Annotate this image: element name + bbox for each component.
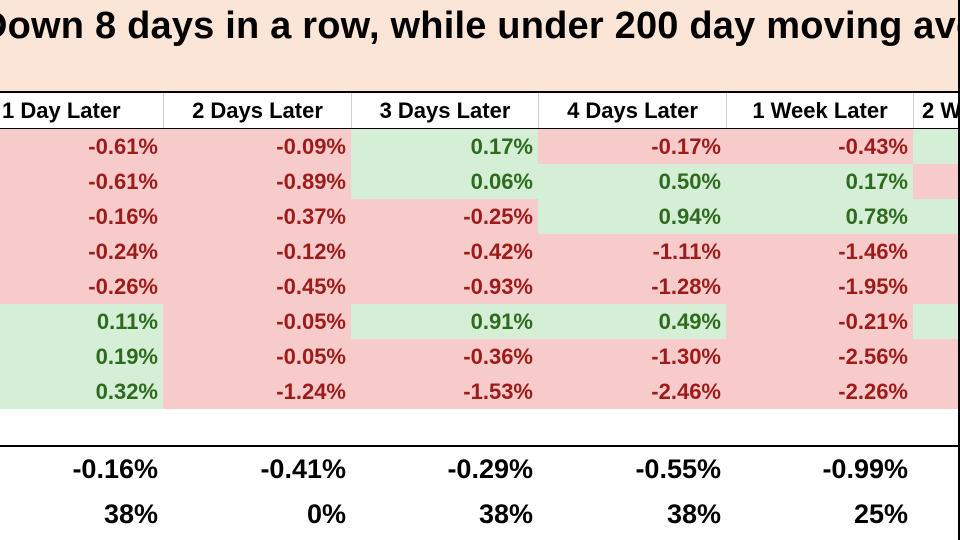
table-cell[interactable]: -1.95% bbox=[726, 269, 913, 304]
table-cell[interactable]: -0.61% bbox=[0, 164, 163, 199]
header-4-days-later[interactable]: 4 Days Later bbox=[538, 93, 726, 128]
summary-percent-cell[interactable]: 25% bbox=[853, 499, 908, 529]
table-cell[interactable]: 0.78% bbox=[726, 199, 913, 234]
right-border bbox=[958, 0, 960, 540]
table-cell-clipped[interactable] bbox=[913, 164, 960, 199]
table-row: 0.32% -1.24% -1.53% -2.46% -2.26% bbox=[0, 374, 960, 409]
header-2-weeks-later[interactable]: 2 Weeks Later bbox=[913, 93, 960, 128]
table-cell[interactable]: 0.11% bbox=[0, 304, 163, 339]
table-cell[interactable]: -0.42% bbox=[351, 234, 538, 269]
table-cell[interactable]: -0.25% bbox=[351, 199, 538, 234]
table-row: -0.24% -0.12% -0.42% -1.11% -1.46% bbox=[0, 234, 960, 269]
summary-average-cell[interactable]: -0.16% bbox=[72, 454, 158, 484]
table-cell[interactable]: -0.37% bbox=[163, 199, 351, 234]
header-3-days-later[interactable]: 3 Days Later bbox=[351, 93, 538, 128]
table-cell[interactable]: -0.24% bbox=[0, 234, 163, 269]
data-table-body: -0.61% -0.09% 0.17% -0.17% -0.43% -0.61% -0.89… bbox=[0, 129, 960, 409]
table-cell[interactable]: 0.94% bbox=[538, 199, 726, 234]
table-cell[interactable]: -0.09% bbox=[163, 129, 351, 164]
table-cell[interactable]: -0.61% bbox=[0, 129, 163, 164]
table-cell-clipped[interactable] bbox=[913, 374, 960, 409]
table-row: -0.61% -0.09% 0.17% -0.17% -0.43% bbox=[0, 129, 960, 164]
column-header-row: 1 Day Later 2 Days Later 3 Days Later 4 … bbox=[0, 93, 960, 129]
table-cell-clipped[interactable] bbox=[913, 339, 960, 374]
page-title: Down 8 days in a row, while under 200 da… bbox=[0, 5, 960, 47]
summary-percent-cell[interactable]: 38% bbox=[478, 499, 533, 529]
table-row: 0.19% -0.05% -0.36% -1.30% -2.56% bbox=[0, 339, 960, 374]
blank-spacer-row bbox=[0, 409, 960, 447]
table-cell[interactable]: -0.17% bbox=[538, 129, 726, 164]
header-1-week-later[interactable]: 1 Week Later bbox=[726, 93, 913, 128]
table-cell[interactable]: -2.56% bbox=[726, 339, 913, 374]
table-cell[interactable]: -0.26% bbox=[0, 269, 163, 304]
header-1-day-later[interactable]: 1 Day Later bbox=[2, 98, 121, 123]
table-cell[interactable]: -2.26% bbox=[726, 374, 913, 409]
table-cell[interactable]: -0.45% bbox=[163, 269, 351, 304]
summary-percent-cell[interactable]: 0% bbox=[306, 499, 346, 529]
table-cell[interactable]: -2.46% bbox=[538, 374, 726, 409]
table-row: 0.11% -0.05% 0.91% 0.49% -0.21% bbox=[0, 304, 960, 339]
table-cell[interactable]: -0.21% bbox=[726, 304, 913, 339]
summary-average-cell[interactable]: -0.55% bbox=[635, 454, 721, 484]
table-cell[interactable]: 0.17% bbox=[351, 129, 538, 164]
table-cell-clipped[interactable] bbox=[913, 269, 960, 304]
table-cell[interactable]: -1.53% bbox=[351, 374, 538, 409]
table-cell[interactable]: 0.91% bbox=[351, 304, 538, 339]
table-cell-clipped[interactable] bbox=[913, 234, 960, 269]
table-cell-clipped[interactable] bbox=[913, 199, 960, 234]
table-row: -0.26% -0.45% -0.93% -1.28% -1.95% bbox=[0, 269, 960, 304]
header-2-days-later[interactable]: 2 Days Later bbox=[163, 93, 351, 128]
table-cell[interactable]: -1.11% bbox=[538, 234, 726, 269]
summary-row-percent-positive: 38% 0% 38% 38% 25% bbox=[0, 492, 960, 537]
table-cell[interactable]: -1.24% bbox=[163, 374, 351, 409]
table-row: -0.16% -0.37% -0.25% 0.94% 0.78% bbox=[0, 199, 960, 234]
title-band: Down 8 days in a row, while under 200 da… bbox=[0, 0, 960, 93]
table-cell[interactable]: -0.05% bbox=[163, 304, 351, 339]
table-cell[interactable]: 0.19% bbox=[0, 339, 163, 374]
table-cell[interactable]: -0.05% bbox=[163, 339, 351, 374]
table-cell[interactable]: 0.32% bbox=[0, 374, 163, 409]
table-cell[interactable]: 0.06% bbox=[351, 164, 538, 199]
table-cell[interactable]: -1.30% bbox=[538, 339, 726, 374]
table-cell[interactable]: 0.50% bbox=[538, 164, 726, 199]
table-cell[interactable]: -0.16% bbox=[0, 199, 163, 234]
summary-percent-cell[interactable]: 38% bbox=[666, 499, 721, 529]
table-cell[interactable]: -0.12% bbox=[163, 234, 351, 269]
table-cell[interactable]: -0.89% bbox=[163, 164, 351, 199]
summary-average-cell[interactable]: -0.29% bbox=[447, 454, 533, 484]
table-cell[interactable]: -1.46% bbox=[726, 234, 913, 269]
table-cell[interactable]: -0.93% bbox=[351, 269, 538, 304]
summary-average-cell[interactable]: -0.99% bbox=[822, 454, 908, 484]
summary-percent-cell[interactable]: 38% bbox=[103, 499, 158, 529]
table-cell[interactable]: -1.28% bbox=[538, 269, 726, 304]
table-cell-clipped[interactable] bbox=[913, 304, 960, 339]
table-cell[interactable]: 0.17% bbox=[726, 164, 913, 199]
table-cell[interactable]: -0.36% bbox=[351, 339, 538, 374]
table-cell-clipped[interactable] bbox=[913, 129, 960, 164]
summary-row-average: -0.16% -0.41% -0.29% -0.55% -0.99% bbox=[0, 447, 960, 492]
table-cell[interactable]: -0.43% bbox=[726, 129, 913, 164]
summary-average-cell[interactable]: -0.41% bbox=[260, 454, 346, 484]
table-cell[interactable]: 0.49% bbox=[538, 304, 726, 339]
table-row: -0.61% -0.89% 0.06% 0.50% 0.17% bbox=[0, 164, 960, 199]
